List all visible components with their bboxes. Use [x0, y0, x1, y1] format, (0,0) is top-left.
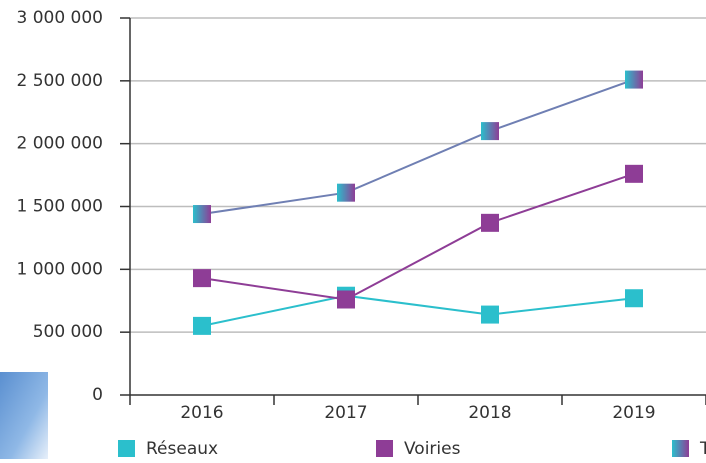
legend-swatch	[376, 440, 393, 457]
marker	[625, 70, 643, 89]
x-tick-label: 2019	[612, 403, 655, 423]
marker	[193, 269, 211, 288]
series-line	[201, 78, 635, 216]
y-tick-label: 1 500 000	[16, 197, 103, 217]
legend-label: Voiries	[404, 439, 461, 459]
series-line	[201, 294, 635, 327]
x-tick-label: 2016	[180, 403, 223, 423]
marker	[625, 289, 643, 308]
x-tick-label: 2017	[324, 403, 367, 423]
marker	[481, 122, 499, 141]
marker	[337, 183, 355, 202]
background-image	[0, 372, 48, 459]
y-tick-label: 2 000 000	[16, 134, 103, 154]
y-tick-label: 1 000 000	[16, 259, 103, 279]
legend-label: Réseaux	[146, 439, 218, 459]
legend-swatch	[118, 440, 135, 457]
marker	[193, 205, 211, 224]
marker	[481, 305, 499, 324]
x-tick-label: 2018	[468, 403, 511, 423]
y-tick-label: 0	[92, 385, 103, 405]
y-tick-label: 3 000 000	[16, 8, 103, 28]
marker	[625, 164, 643, 183]
series-line	[201, 172, 635, 301]
marker	[481, 213, 499, 232]
y-tick-label: 500 000	[33, 322, 103, 342]
marker	[193, 316, 211, 335]
legend-swatch	[672, 440, 689, 457]
legend-label: Total	[699, 439, 706, 459]
marker	[337, 290, 355, 309]
y-tick-label: 2 500 000	[16, 71, 103, 91]
